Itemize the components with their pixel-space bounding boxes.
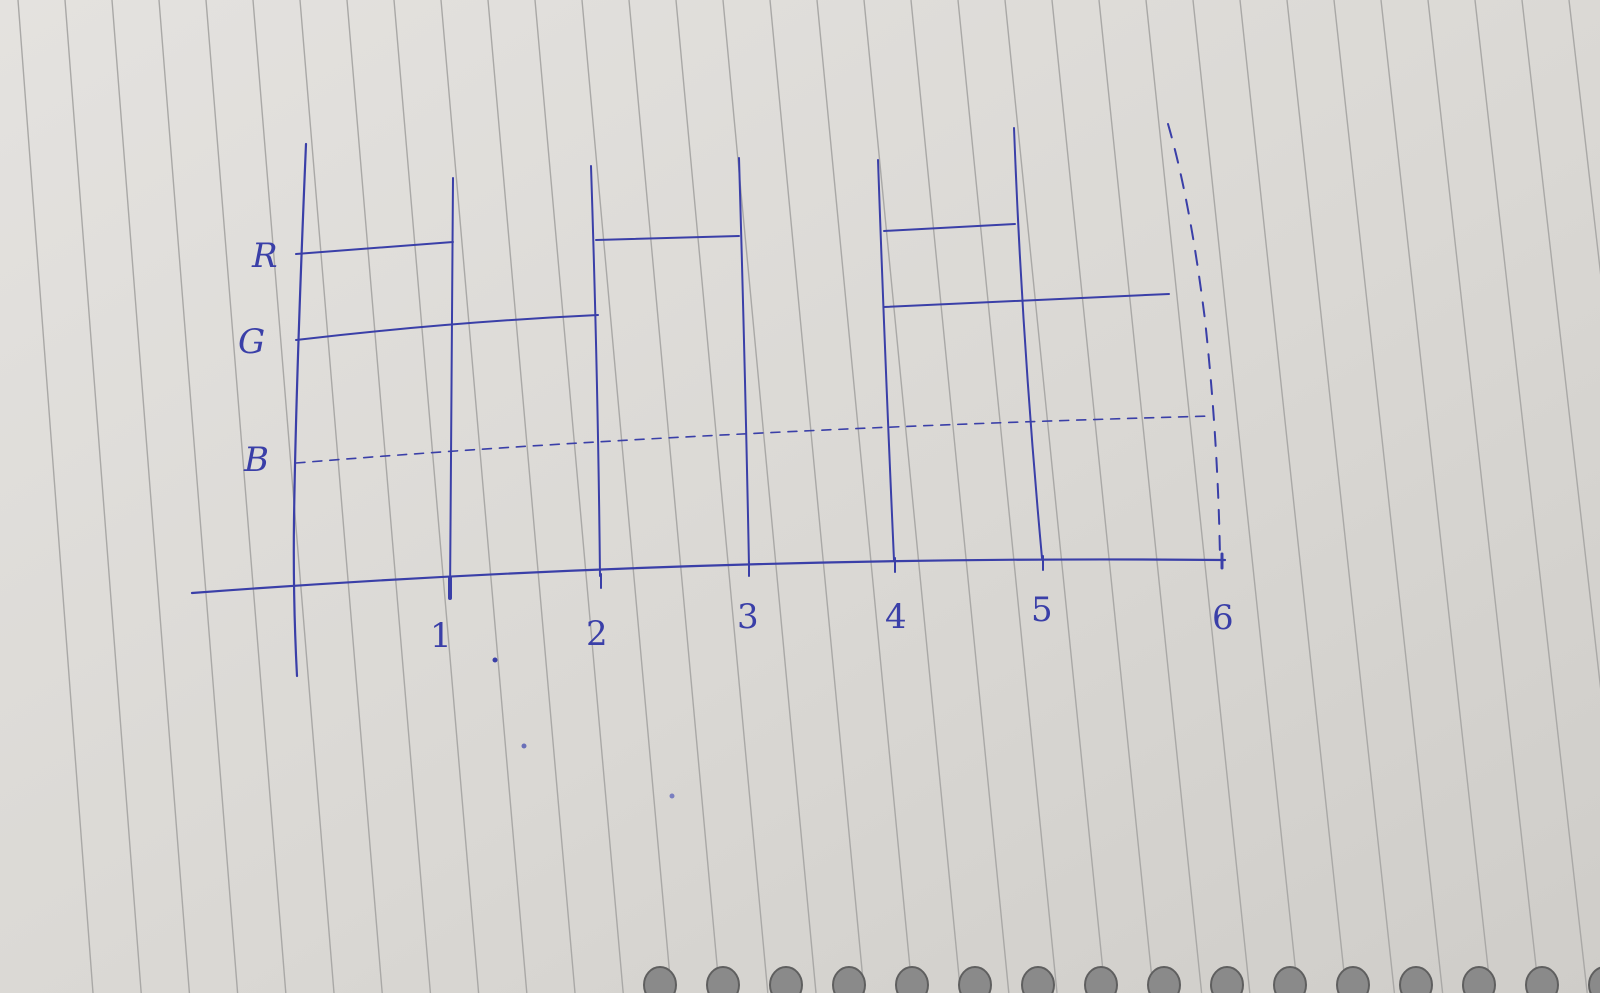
ruled-line — [1286, 0, 1396, 993]
tick-label-3: 3 — [737, 597, 759, 637]
ruled-line — [769, 0, 865, 993]
row-label-r: R — [251, 236, 278, 276]
ruled-line — [64, 0, 142, 993]
ruled-line — [111, 0, 191, 993]
ruled-line — [957, 0, 1058, 993]
r-signal-segment — [595, 235, 740, 241]
spiral-ring — [706, 966, 740, 993]
r-signal-segment — [295, 241, 454, 255]
spiral-ring — [1399, 966, 1433, 993]
boundary-line-2 — [590, 165, 601, 577]
spiral-ring — [643, 966, 677, 993]
spiral-ring — [958, 966, 992, 993]
spiral-ring — [832, 966, 866, 993]
ruled-line — [1098, 0, 1203, 993]
ruled-line — [299, 0, 383, 993]
ruled-line — [1474, 0, 1588, 993]
ruled-line — [440, 0, 528, 993]
spiral-ring — [1588, 966, 1600, 993]
spiral-ring — [895, 966, 929, 993]
ink-speck — [669, 793, 675, 799]
ruled-line — [1004, 0, 1106, 993]
y-axis — [292, 142, 308, 678]
row-label-b: B — [243, 440, 269, 480]
spiral-ring — [1021, 966, 1055, 993]
spiral-ring — [1084, 966, 1118, 993]
g-signal-segment — [295, 314, 599, 341]
spiral-ring — [1525, 966, 1559, 993]
boundary-line-4 — [877, 159, 895, 561]
spiral-ring — [1147, 966, 1181, 993]
g-signal-segment — [883, 293, 1170, 308]
ruled-line — [910, 0, 1010, 993]
x-axis — [190, 558, 1227, 595]
ruled-line — [816, 0, 914, 993]
spiral-ring — [1210, 966, 1244, 993]
ruled-line — [534, 0, 624, 993]
ruled-line — [628, 0, 721, 993]
ruled-line — [1427, 0, 1540, 993]
tick-label-5: 5 — [1031, 590, 1053, 630]
r-signal-segment — [883, 223, 1016, 232]
tick-label-2: 2 — [586, 614, 608, 654]
ruled-line — [205, 0, 287, 993]
spiral-ring — [1273, 966, 1307, 993]
ruled-line — [17, 0, 94, 993]
ruled-line — [1521, 0, 1600, 690]
boundary-line-6-dashed — [1167, 123, 1221, 559]
ruled-line — [346, 0, 432, 993]
spiral-binding — [643, 966, 1600, 993]
ruled-line — [1192, 0, 1299, 993]
boundary-line-3 — [738, 157, 750, 567]
spiral-ring — [1462, 966, 1496, 993]
ruled-line — [581, 0, 673, 993]
ruled-line — [863, 0, 962, 993]
rgb-timing-diagram: R G B 1 2 3 4 5 6 — [190, 123, 1234, 799]
ruled-line — [675, 0, 769, 993]
ruled-line — [393, 0, 480, 993]
ruled-line — [1239, 0, 1347, 993]
ruled-lines — [17, 0, 1600, 993]
tick-label-6: 6 — [1212, 598, 1234, 638]
tick-label-4: 4 — [885, 597, 907, 637]
boundary-line-1 — [449, 177, 454, 599]
ruled-line — [1051, 0, 1155, 993]
ink-speck — [492, 657, 498, 663]
b-signal-line — [295, 415, 1213, 464]
spiral-ring — [1336, 966, 1370, 993]
tick-label-1: 1 — [430, 616, 452, 656]
boundary-line-5 — [1013, 127, 1043, 559]
ruled-line — [1380, 0, 1492, 993]
ink-speck — [521, 743, 527, 749]
spiral-ring — [769, 966, 803, 993]
ruled-line — [487, 0, 576, 993]
ruled-line — [1333, 0, 1444, 993]
ruled-line — [1145, 0, 1251, 993]
ruled-line — [1568, 0, 1600, 275]
ruled-line — [158, 0, 239, 993]
row-label-g: G — [238, 322, 265, 362]
